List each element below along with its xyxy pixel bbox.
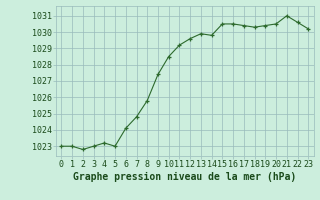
X-axis label: Graphe pression niveau de la mer (hPa): Graphe pression niveau de la mer (hPa) bbox=[73, 172, 296, 182]
